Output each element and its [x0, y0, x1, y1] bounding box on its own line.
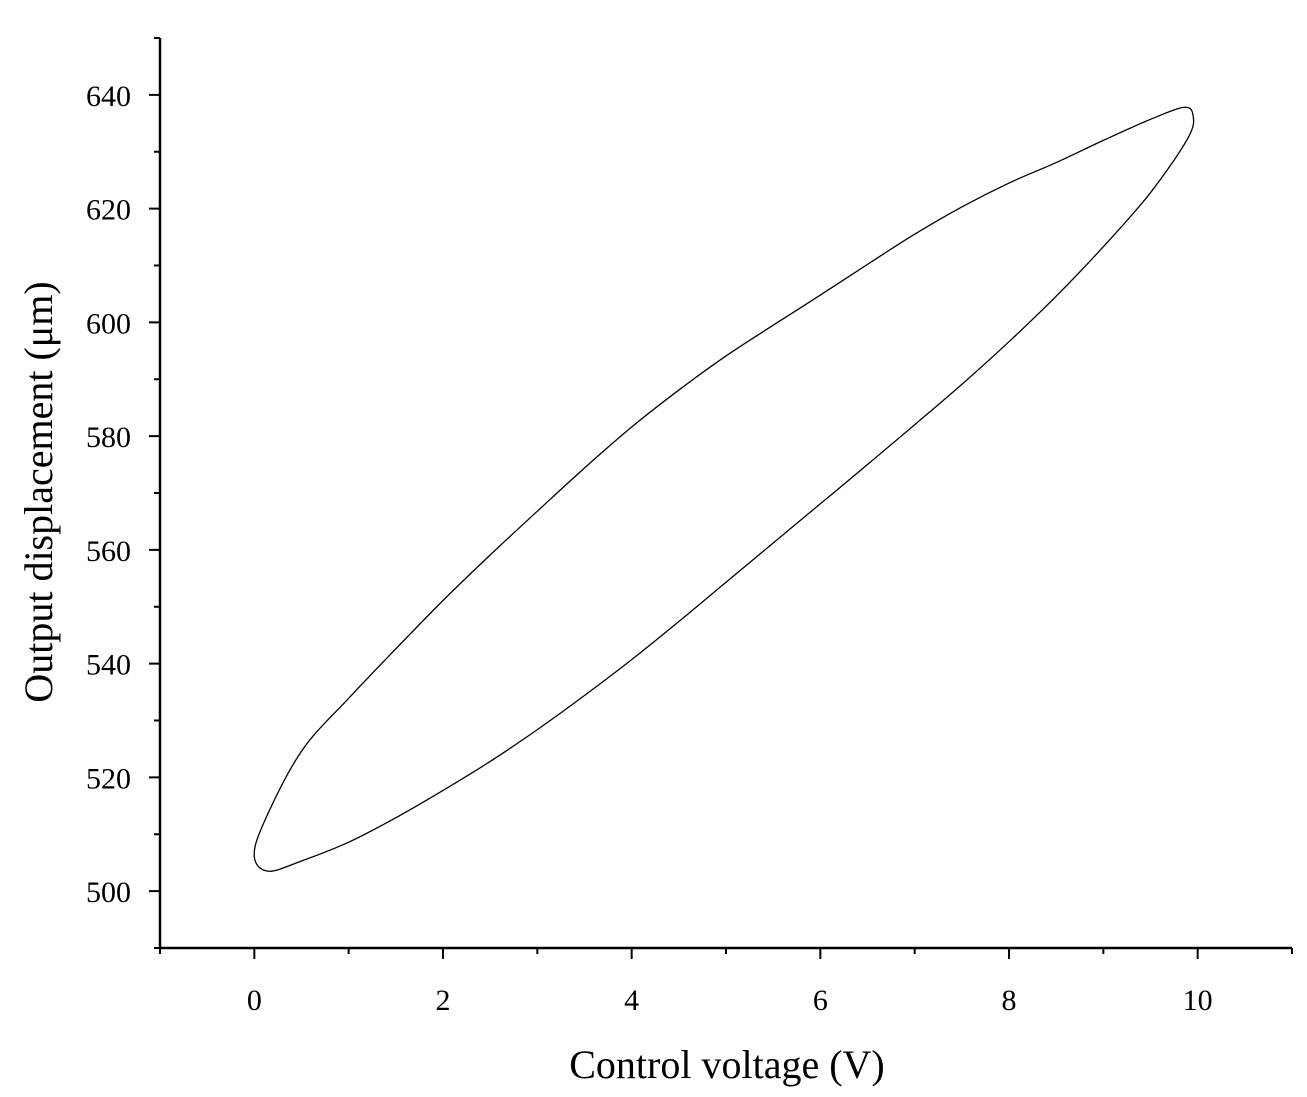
y-tick-label: 540 — [86, 649, 131, 682]
data-layer — [253, 106, 1195, 872]
y-tick-label: 560 — [86, 535, 131, 568]
x-tick-label: 6 — [813, 984, 828, 1017]
y-tick-label: 500 — [86, 876, 131, 909]
x-tick-label: 2 — [436, 984, 451, 1017]
x-tick-label: 4 — [624, 984, 639, 1017]
hysteresis-loop-line — [253, 106, 1195, 872]
y-axis-title: Output displacement (μm) — [16, 281, 61, 702]
y-tick-label: 600 — [86, 307, 131, 340]
labels-layer: Control voltage (V) Output displacement … — [16, 281, 885, 1087]
x-axis-title: Control voltage (V) — [569, 1042, 885, 1087]
y-tick-label: 520 — [86, 762, 131, 795]
x-tick-label: 10 — [1183, 984, 1213, 1017]
x-tick-label: 0 — [247, 984, 262, 1017]
x-tick-label: 8 — [1002, 984, 1017, 1017]
y-tick-label: 620 — [86, 194, 131, 227]
y-tick-label: 580 — [86, 421, 131, 454]
axes-layer: 0 2 4 6 8 10 500 520 540 560 580 600 620 640 — [86, 37, 1293, 1017]
y-tick-label: 640 — [86, 80, 131, 113]
